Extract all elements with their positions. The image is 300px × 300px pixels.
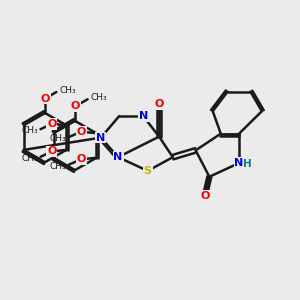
Text: O: O	[76, 127, 86, 137]
Text: CH₃: CH₃	[59, 86, 76, 95]
Text: O: O	[47, 146, 57, 156]
Text: H: H	[243, 159, 252, 169]
Text: N: N	[113, 152, 123, 162]
Text: O: O	[40, 94, 50, 103]
Text: O: O	[70, 101, 80, 112]
Text: O: O	[154, 99, 164, 109]
Text: CH₃: CH₃	[49, 162, 66, 171]
Text: O: O	[200, 191, 209, 201]
Text: CH₃: CH₃	[49, 134, 66, 143]
Text: N: N	[139, 111, 148, 121]
Text: N: N	[96, 133, 106, 142]
Text: N: N	[234, 158, 244, 168]
Text: CH₃: CH₃	[21, 126, 38, 135]
Text: CH₃: CH₃	[91, 93, 107, 102]
Text: CH₃: CH₃	[21, 154, 38, 163]
Text: O: O	[47, 119, 57, 129]
Text: S: S	[144, 166, 152, 176]
Text: O: O	[76, 154, 86, 164]
